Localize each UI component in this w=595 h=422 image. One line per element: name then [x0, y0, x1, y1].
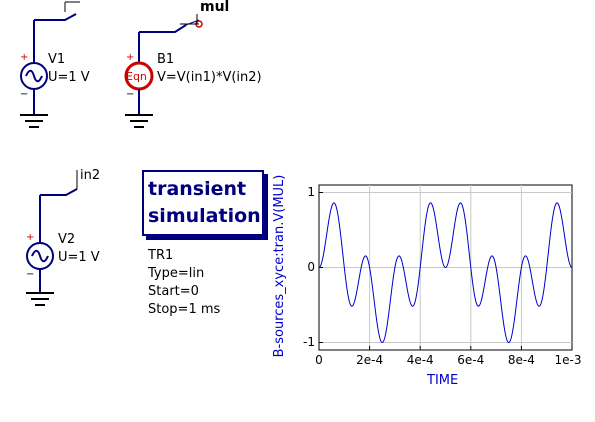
svg-text:+: +: [26, 232, 34, 243]
sim-name: TR1: [148, 248, 174, 263]
chart-xlabel: TIME: [427, 373, 459, 388]
svg-text:+: +: [126, 52, 134, 63]
sim-start: Start=0: [148, 284, 199, 299]
x-tick-label: 6e-4: [457, 353, 485, 367]
chart-frame[interactable]: [318, 184, 573, 351]
svg-text:−: −: [126, 89, 134, 100]
transient-simulation-block[interactable]: [142, 170, 264, 236]
net-label-in2[interactable]: in2: [80, 168, 101, 183]
y-tick-label: 1: [307, 184, 315, 199]
in1-label-wire: [64, 1, 80, 12]
sim-title-line2: simulation: [148, 205, 261, 227]
svg-text:+: +: [20, 52, 28, 63]
v1-name: V1: [48, 52, 66, 67]
x-tick-label: 2e-4: [356, 353, 384, 367]
sim-stop: Stop=1 ms: [148, 302, 221, 317]
v2-source[interactable]: + −: [26, 170, 78, 306]
b1-name: B1: [157, 52, 175, 67]
svg-text:−: −: [26, 269, 34, 280]
b1-source[interactable]: + −: [124, 14, 203, 128]
chart-ticks: [318, 192, 573, 350]
x-tick-label: 0: [315, 353, 323, 367]
v2-param: U=1 V: [58, 250, 100, 265]
b1-param: V=V(in1)*V(in2): [157, 70, 262, 85]
b1-eqn-symbol: Eqn: [126, 70, 147, 83]
v1-param: U=1 V: [48, 70, 90, 85]
x-tick-label: 8e-4: [507, 353, 535, 367]
v1-source[interactable]: + −: [20, 13, 77, 128]
series-v-mul-line: [318, 202, 573, 344]
svg-text:−: −: [20, 89, 28, 100]
sim-type: Type=lin: [148, 266, 205, 281]
net-label-mul[interactable]: mul: [200, 0, 230, 15]
sim-title-line1: transient: [148, 178, 247, 200]
v2-name: V2: [58, 232, 76, 247]
x-tick-label: 1e-3: [554, 353, 582, 367]
y-tick-label: 0: [307, 259, 315, 274]
x-tick-label: 4e-4: [406, 353, 434, 367]
y-tick-label: -1: [303, 334, 315, 349]
